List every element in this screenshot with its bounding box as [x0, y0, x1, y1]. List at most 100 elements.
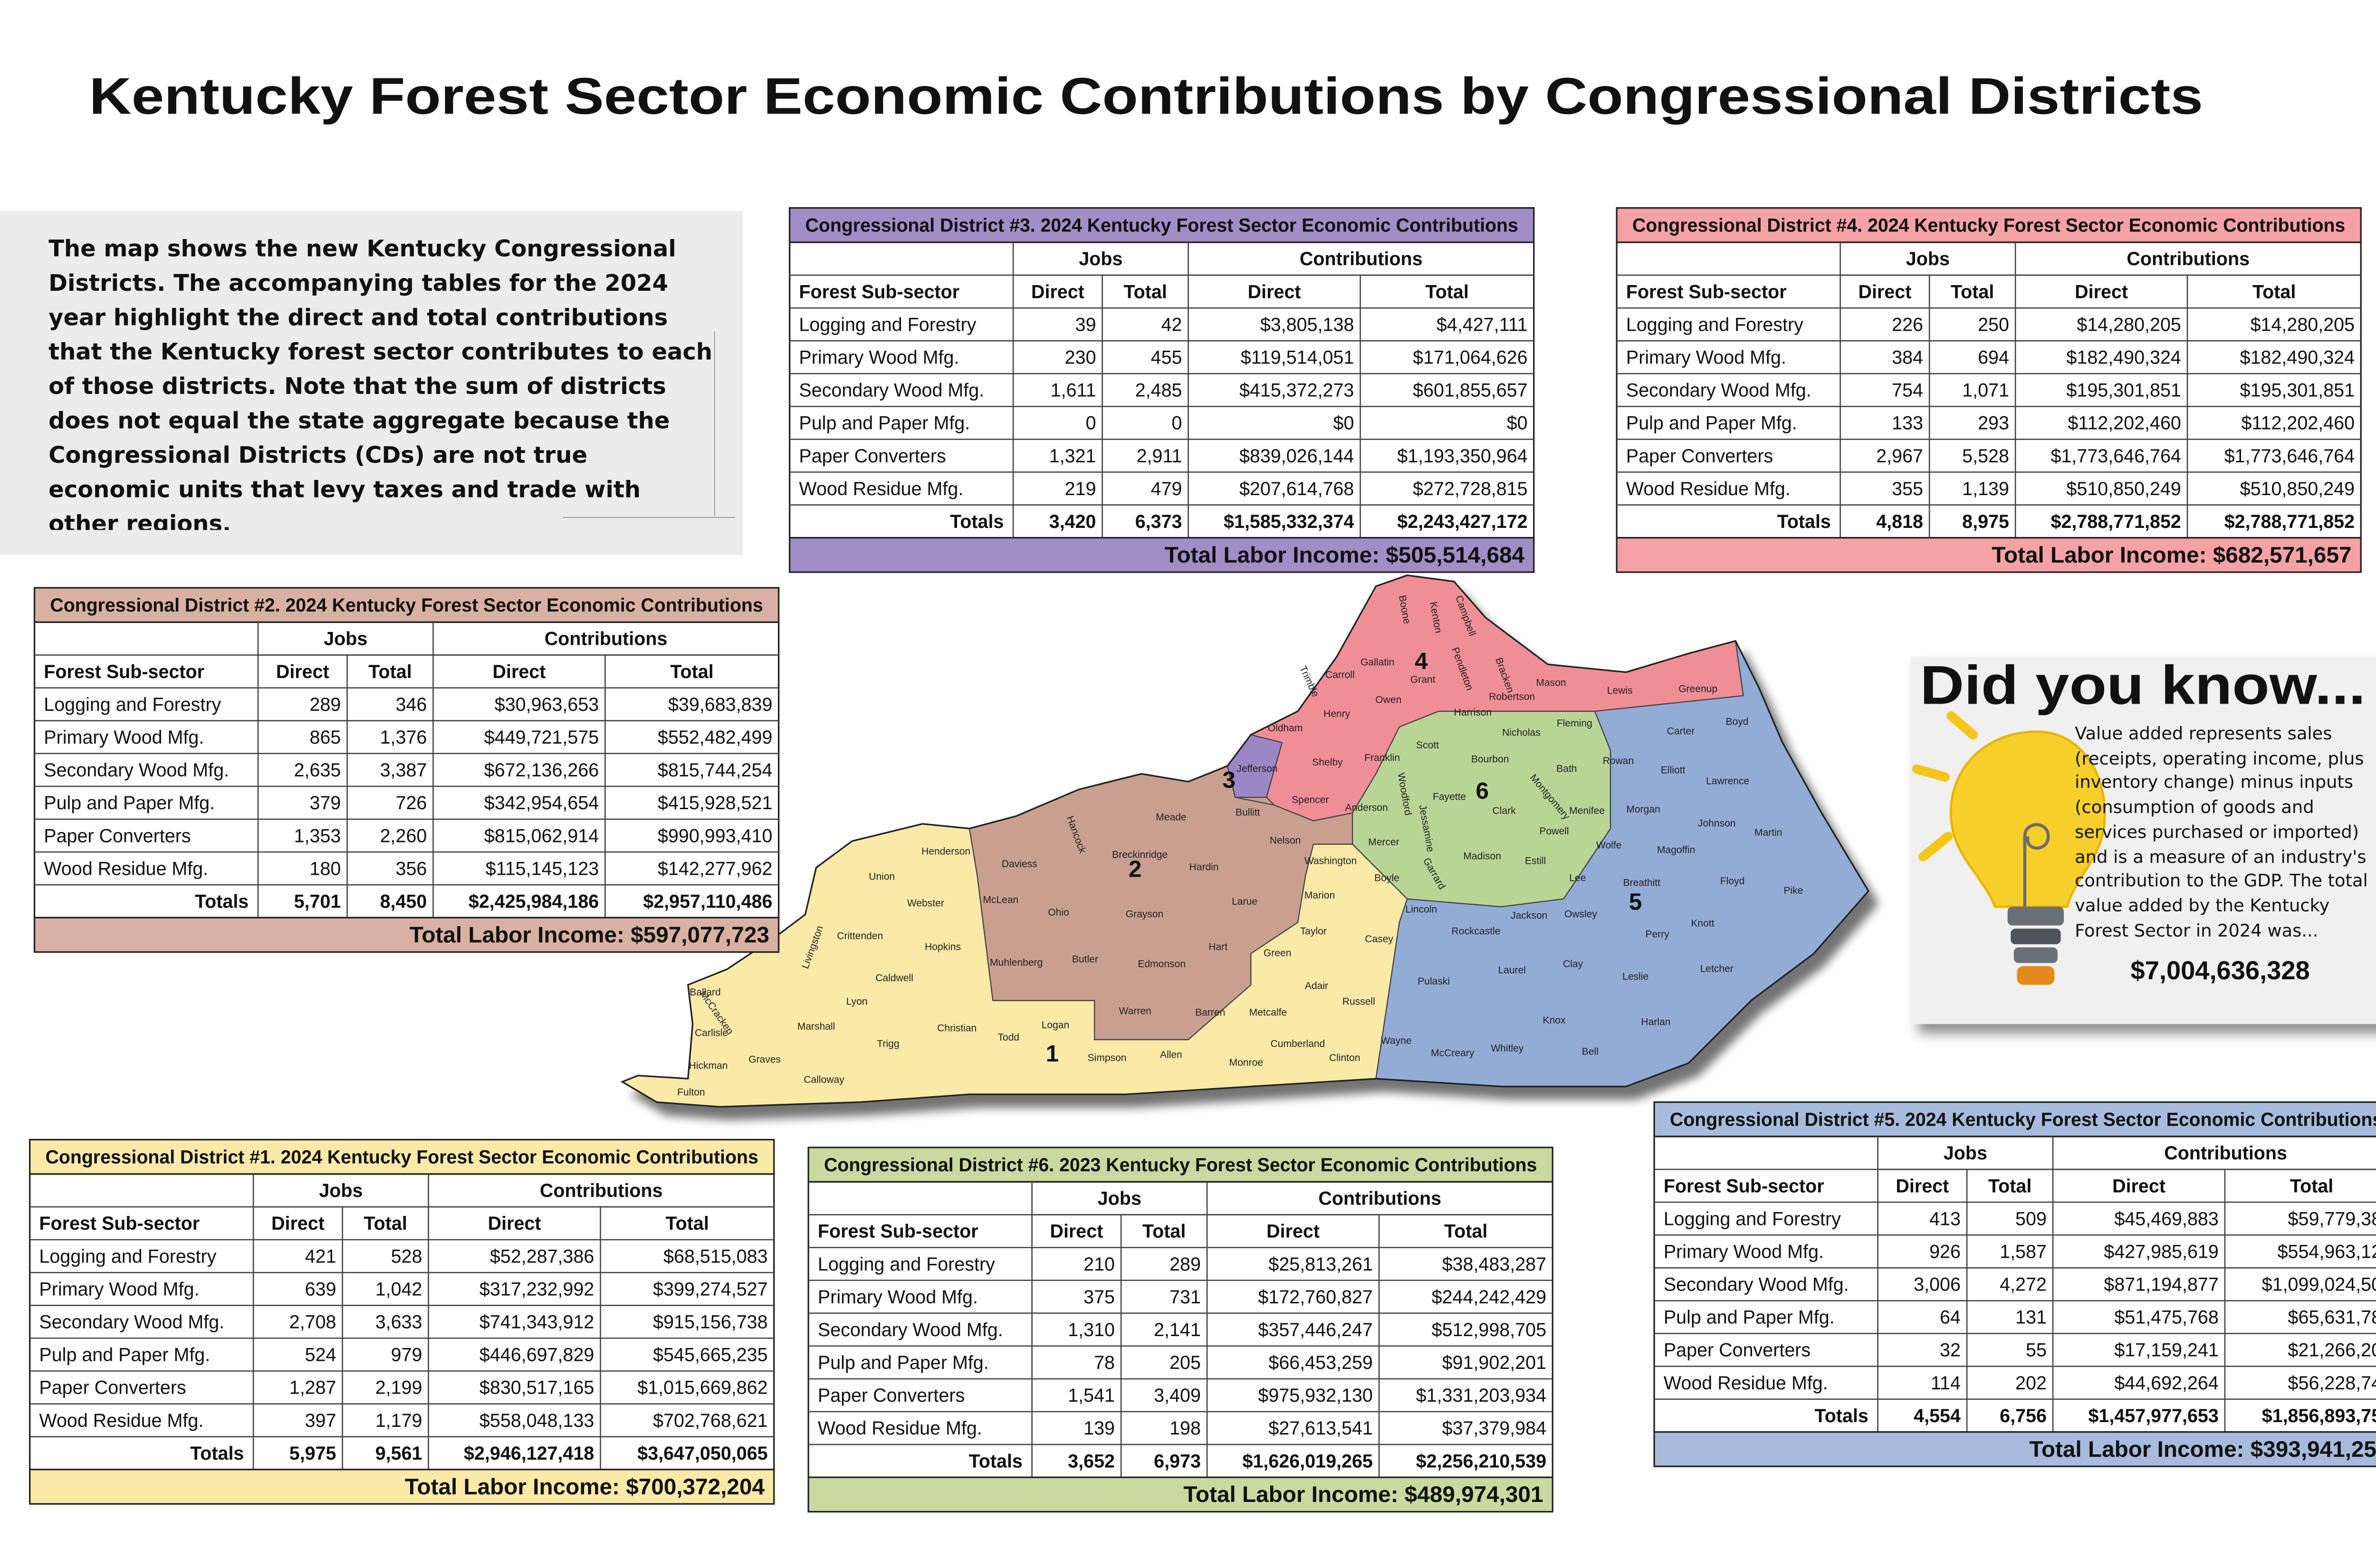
row-label: Wood Residue Mfg. — [818, 1418, 982, 1439]
row-label: Wood Residue Mfg. — [44, 858, 208, 879]
county-label: Pulaski — [1418, 976, 1450, 987]
district-table: Congressional District #6. 2023 Kentucky… — [807, 1147, 1553, 1513]
county-label: Trigg — [877, 1038, 899, 1049]
table-cell: 1,042 — [375, 1279, 422, 1300]
row-label: Wood Residue Mfg. — [1626, 478, 1791, 499]
table-cell: $115,145,123 — [486, 858, 599, 879]
table-cell: 1,287 — [289, 1377, 336, 1398]
table-cell: 528 — [391, 1246, 422, 1267]
county-label: Johnson — [1698, 818, 1736, 829]
labor-income-bg — [807, 1476, 1553, 1513]
totals-cell: $2,788,771,852 — [2051, 511, 2181, 532]
row-label: Secondary Wood Mfg. — [818, 1319, 1003, 1340]
row-label: Pulp and Paper Mfg. — [1626, 413, 1797, 434]
county-label: Magoffin — [1657, 844, 1695, 855]
county-label: Shelby — [1312, 757, 1343, 768]
table-cell: $357,446,247 — [1258, 1319, 1372, 1340]
table-title-bg — [807, 1147, 1553, 1183]
table-cell: 198 — [1169, 1418, 1201, 1439]
county-label: Greenup — [1678, 684, 1717, 695]
table-title-bg — [29, 1138, 775, 1175]
county-label: Bullitt — [1236, 807, 1260, 818]
table-cell: $702,768,621 — [653, 1410, 767, 1431]
county-label: Henry — [1323, 708, 1351, 719]
county-label: Whitley — [1491, 1043, 1523, 1054]
county-label: Simpson — [1088, 1052, 1127, 1063]
labor-income: Total Labor Income: $489,974,301 — [1183, 1482, 1543, 1507]
table-title: Congressional District #6. 2023 Kentucky… — [824, 1155, 1537, 1176]
county-label: McLean — [983, 895, 1018, 906]
county-label: Mason — [1536, 677, 1566, 688]
table-cell: $512,998,705 — [1432, 1319, 1546, 1340]
row-label: Primary Wood Mfg. — [818, 1287, 978, 1308]
county-label: Marshall — [797, 1021, 835, 1032]
table-cell: 219 — [1065, 478, 1096, 499]
table-cell: 226 — [1892, 314, 1923, 335]
table-cell: 2,911 — [1137, 446, 1182, 467]
county-label: Jefferson — [1236, 763, 1277, 774]
table-title: Congressional District #1. 2024 Kentucky… — [46, 1147, 758, 1167]
totals-label: Totals — [969, 1451, 1023, 1472]
column-header: Forest Sub-sector — [39, 1213, 200, 1234]
table-cell: $342,954,654 — [484, 793, 599, 813]
totals-cell: $1,585,332,374 — [1224, 511, 1354, 532]
table-cell: $510,850,249 — [2240, 478, 2355, 499]
table-cell: $449,721,575 — [484, 727, 599, 748]
totals-cell: 8,450 — [380, 891, 427, 912]
table-cell: 455 — [1151, 347, 1182, 368]
labor-income: Total Labor Income: $700,372,204 — [405, 1474, 765, 1500]
county-label: Lincoln — [1406, 904, 1437, 915]
table-cell: $558,048,133 — [479, 1410, 594, 1431]
county-label: Webster — [907, 898, 944, 908]
table-cell: 355 — [1892, 478, 1923, 499]
county-label: Christian — [937, 1023, 977, 1033]
table-cell: 1,611 — [1051, 380, 1096, 401]
labor-income: Total Labor Income: $682,571,657 — [1992, 543, 2351, 568]
table-cell: $172,760,827 — [1258, 1287, 1372, 1308]
totals-cell: 4,554 — [1914, 1405, 1961, 1426]
county-label: Barren — [1195, 1007, 1225, 1018]
row-label: Primary Wood Mfg. — [39, 1279, 199, 1300]
county-label: Graves — [748, 1054, 781, 1065]
column-header: Total — [1123, 281, 1167, 302]
column-header: Forest Sub-sector — [799, 281, 959, 302]
row-label: Secondary Wood Mfg. — [39, 1312, 224, 1333]
row-label: Pulp and Paper Mfg. — [1664, 1307, 1835, 1328]
bulb-glass — [1949, 730, 2106, 908]
county-label: Russell — [1342, 996, 1375, 1007]
county-label: Grayson — [1126, 908, 1164, 919]
totals-cell: 6,756 — [2000, 1405, 2047, 1426]
county-label: Nelson — [1270, 835, 1301, 846]
column-header: Total — [1951, 281, 1994, 302]
table-title-bg — [33, 587, 780, 623]
labor-income: Total Labor Income: $597,077,723 — [410, 922, 769, 947]
county-label: Washington — [1304, 855, 1357, 866]
did-you-know: Did you know... Value added represents s… — [1910, 655, 2376, 1024]
county-label: Calloway — [804, 1074, 844, 1085]
totals-label: Totals — [1777, 511, 1831, 532]
table-cell: $4,427,111 — [1437, 314, 1528, 335]
labor-income-bg — [1616, 537, 2362, 573]
row-label: Paper Converters — [44, 825, 191, 846]
table-cell: 32 — [1940, 1340, 1961, 1361]
table-cell: $51,475,768 — [2114, 1307, 2219, 1328]
bulb-ray — [1912, 764, 1950, 782]
county-label: Caldwell — [875, 973, 913, 984]
table-cell: 1,587 — [2000, 1241, 2047, 1262]
county-label: Hopkins — [925, 941, 961, 952]
table-cell: 1,376 — [380, 727, 427, 748]
table-title-bg — [789, 207, 1535, 243]
bulb-base — [2013, 947, 2058, 963]
table-cell: $839,026,144 — [1239, 446, 1354, 467]
column-header: Direct — [2112, 1176, 2165, 1196]
group-header: Jobs — [1944, 1143, 1987, 1164]
table-cell: 78 — [1094, 1352, 1115, 1373]
table-cell: $21,266,209 — [2288, 1340, 2376, 1361]
county-label: Daviess — [1002, 859, 1037, 870]
table-cell: $207,614,768 — [1239, 478, 1354, 499]
column-header: Direct — [1050, 1221, 1103, 1242]
totals-cell: 4,818 — [1876, 511, 1923, 532]
group-header: Contributions — [2164, 1143, 2287, 1164]
county-label: Mercer — [1368, 837, 1399, 848]
